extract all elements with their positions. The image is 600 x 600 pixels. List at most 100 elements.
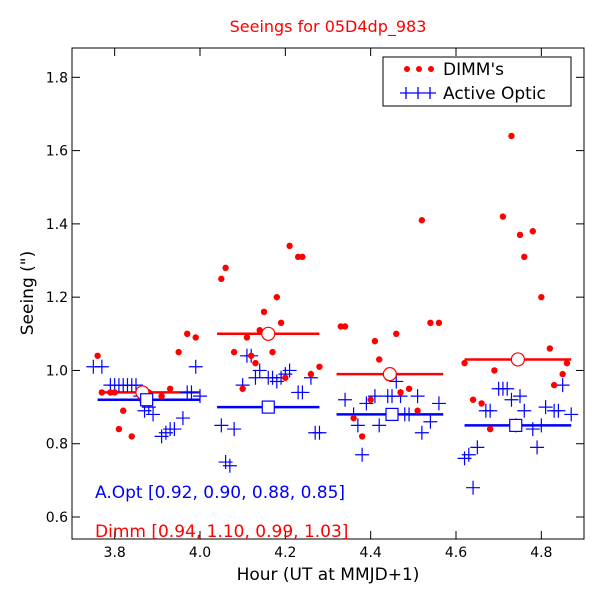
dimm-point: [184, 330, 191, 338]
aopt-point: [470, 440, 485, 455]
y-tick-label: 0.8: [46, 437, 68, 453]
dimm-point: [175, 348, 182, 356]
dimm-mean-marker: [382, 367, 397, 382]
dimm-point: [230, 348, 238, 356]
dimm-point: [405, 385, 413, 392]
x-tick-label: 4.8: [530, 545, 552, 561]
y-tick-label: 1.4: [46, 217, 68, 233]
aopt-point: [359, 396, 374, 411]
dimm-point: [260, 308, 268, 316]
aopt-point: [402, 407, 417, 422]
dimm-point: [393, 330, 400, 338]
dimm-point: [538, 293, 545, 301]
dimm-point: [499, 213, 507, 220]
y-tick-label: 1.0: [46, 363, 68, 379]
dimm-point: [256, 326, 263, 334]
dimm-point: [94, 352, 101, 359]
aopt-point: [248, 370, 263, 385]
aopt-point: [295, 385, 310, 400]
dimm-point: [469, 396, 477, 403]
dimm-point: [248, 352, 255, 359]
x-axis-label: Hour (UT at MMJD+1): [237, 565, 420, 585]
dimm-point: [239, 385, 246, 392]
x-tick-label: 4.0: [189, 545, 211, 561]
legend-dimm-marker: [428, 66, 434, 72]
dimm-point: [166, 385, 174, 392]
y-axis-label: Seeing ("): [18, 251, 38, 336]
dimm-point: [282, 374, 289, 381]
aopt-point: [517, 403, 532, 418]
aopt-point: [355, 447, 370, 462]
aopt-point: [457, 451, 472, 466]
dimm-mean-marker: [510, 352, 525, 367]
dimm-point: [397, 389, 404, 396]
aopt-mean-marker: [140, 393, 154, 407]
legend-dimm-marker: [416, 66, 422, 72]
dimm-point: [350, 414, 357, 422]
dimm-point: [299, 253, 306, 261]
data-points-layer: [86, 132, 579, 495]
dimm-point: [277, 319, 285, 327]
aopt-point: [175, 411, 190, 426]
aopt-point: [564, 407, 579, 422]
aopt-point: [222, 458, 237, 473]
dimm-point: [243, 334, 251, 341]
dimm-point: [115, 425, 123, 433]
aopt-point: [513, 389, 527, 404]
tick-layer: 3.8 4.0 4.2 4.4 4.6 4.8 0.6 0.8 1.0 1.2 1.4 1.6 1.8: [46, 48, 584, 561]
legend-aopt-marker: [400, 87, 436, 99]
y-tick-label: 0.6: [46, 510, 68, 526]
dimm-point: [98, 389, 106, 396]
dimm-point: [252, 359, 259, 367]
aopt-point: [530, 440, 545, 455]
aopt-point: [414, 425, 429, 440]
dimm-point: [158, 392, 165, 400]
aopt-point: [500, 381, 515, 396]
legend-dimm-label: DIMM's: [443, 60, 504, 80]
dimm-point: [491, 367, 498, 374]
dimm-point: [358, 433, 366, 440]
aopt-point: [461, 447, 476, 462]
aopt-point: [214, 418, 229, 433]
dimm-point: [269, 348, 276, 356]
aopt-point: [423, 414, 438, 429]
dimm-point: [192, 334, 199, 341]
dimm-point: [521, 253, 528, 261]
block-means-layer: [97, 332, 572, 427]
aopt-point: [184, 385, 199, 400]
legend-aopt-label: Active Optic: [443, 84, 546, 104]
x-tick-label: 3.8: [104, 545, 126, 561]
dimm-point: [376, 356, 383, 363]
legend: DIMM's Active Optic: [382, 56, 572, 107]
aopt-point: [282, 363, 297, 378]
aopt-point: [367, 389, 382, 404]
aopt-point: [534, 418, 549, 433]
aopt-mean-marker: [509, 418, 523, 433]
aopt-point: [252, 363, 267, 378]
aopt-point: [338, 392, 353, 407]
dimm-point: [516, 231, 524, 239]
dimm-point: [273, 293, 280, 301]
aopt-point: [188, 359, 203, 374]
aopt-point: [193, 389, 207, 404]
y-tick-label: 1.8: [46, 70, 68, 86]
dimm-point: [529, 228, 536, 235]
aopt-point: [312, 425, 327, 440]
dimm-point: [111, 389, 118, 396]
aopt-point: [227, 422, 242, 437]
dimm-point: [286, 242, 293, 250]
aopt-point: [431, 396, 446, 411]
dimm-point: [550, 381, 558, 389]
aopt-point: [350, 418, 365, 433]
aopt-point: [94, 359, 109, 374]
dimm-point: [316, 363, 323, 370]
dimm-point: [508, 132, 515, 140]
aopt-point: [372, 418, 387, 433]
dimm-point: [414, 407, 421, 414]
aopt-point: [551, 403, 566, 418]
dimm-point: [478, 400, 485, 407]
aopt-point: [218, 455, 233, 470]
dimm-point: [461, 359, 468, 367]
dimm-summary-text: Dimm [0.94, 1.10, 0.99, 1.03]: [95, 522, 348, 542]
